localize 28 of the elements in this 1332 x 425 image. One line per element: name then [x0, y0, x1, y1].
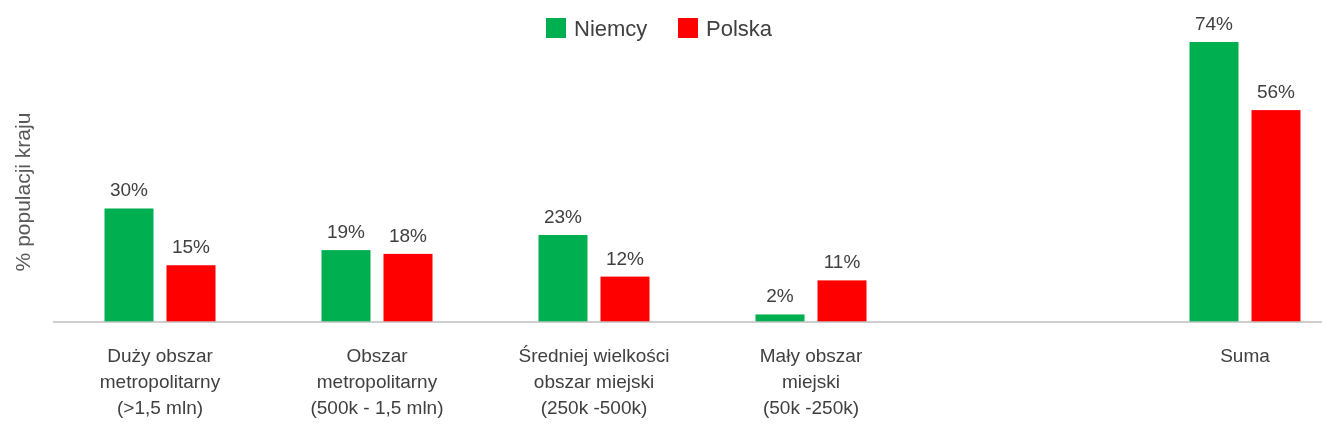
bar [755, 314, 805, 322]
bar [600, 276, 650, 322]
data-label: 74% [1194, 13, 1234, 34]
bar [383, 253, 433, 322]
data-label: 18% [388, 224, 428, 246]
bar [166, 265, 216, 322]
data-label: 2% [766, 285, 794, 307]
x-tick-label: Suma [1220, 345, 1271, 366]
legend-label: Niemcy [574, 16, 648, 41]
bar [1189, 42, 1239, 322]
bar [104, 208, 154, 322]
data-label: 23% [543, 205, 583, 227]
data-label: 15% [171, 236, 211, 258]
bar [1251, 110, 1301, 322]
bar [538, 234, 588, 322]
y-axis-title: % populacji kraju [11, 112, 34, 272]
bar [321, 250, 371, 322]
data-label: 19% [326, 221, 366, 243]
data-label: 11% [823, 251, 861, 273]
data-label: 12% [605, 247, 645, 269]
bar [817, 280, 867, 322]
x-tick-label: Średniej wielkości obszar miejski (250k -500k) [518, 345, 670, 418]
x-tick-label: Duży obszar metropolitarny (>1,5 mln) [99, 345, 221, 418]
x-tick-label: Obszar metropolitarny (500k - 1,5 mln) [310, 345, 444, 418]
data-label: 30% [109, 179, 149, 201]
data-label: 56% [1256, 81, 1296, 103]
x-tick-label: Mały obszar miejski (50k -250k) [759, 345, 863, 418]
legend-label: Polska [706, 16, 773, 41]
